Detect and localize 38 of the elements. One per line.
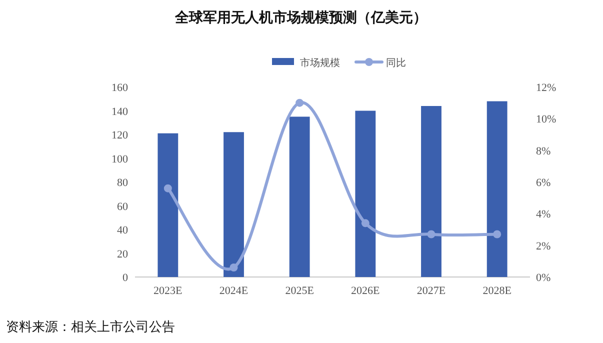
legend-label: 市场规模 — [300, 57, 340, 69]
y2-tick-label: 2% — [536, 240, 551, 252]
y-tick-label: 80 — [117, 177, 128, 189]
x-tick-label: 2023E — [154, 285, 183, 297]
point — [296, 98, 304, 107]
y-tick-label: 20 — [117, 248, 128, 260]
point — [493, 230, 502, 238]
y-tick-label: 0 — [122, 272, 128, 284]
x-tick-label: 2028E — [482, 285, 512, 297]
x-tick-label: 2026E — [351, 285, 380, 297]
bar — [421, 106, 442, 277]
text: 资料来源：相关上市公司公告 — [6, 320, 175, 335]
y-tick-label: 140 — [112, 106, 128, 118]
y-tick-label: 100 — [112, 153, 128, 166]
x-tick-label: 2027E — [416, 285, 446, 297]
bar — [224, 132, 244, 277]
bar — [158, 133, 178, 277]
y2-tick-label: 4% — [536, 208, 551, 221]
x-tick-label: 2024E — [219, 285, 248, 297]
y2-tick-label: 6% — [536, 177, 551, 189]
chart-title: 全球军用无人机市场规模预测（亿美元） — [174, 9, 427, 26]
y-tick-label: 160 — [112, 82, 128, 94]
bar — [486, 101, 508, 277]
y2-tick-label: 0% — [536, 272, 551, 284]
point — [164, 184, 172, 192]
point — [427, 230, 436, 238]
y-tick-label: 120 — [112, 130, 128, 142]
y-tick-label: 40 — [117, 224, 128, 236]
bar — [355, 110, 376, 277]
point — [230, 264, 238, 272]
legend-label: 同比 — [386, 57, 406, 69]
point — [361, 219, 370, 228]
bar — [289, 116, 310, 277]
y2-tick-label: 10% — [536, 114, 556, 126]
y2-tick-label: 8% — [536, 145, 551, 158]
y-tick-label: 60 — [117, 200, 128, 213]
x-tick-label: 2025E — [285, 285, 314, 297]
y2-tick-label: 12% — [536, 82, 556, 94]
